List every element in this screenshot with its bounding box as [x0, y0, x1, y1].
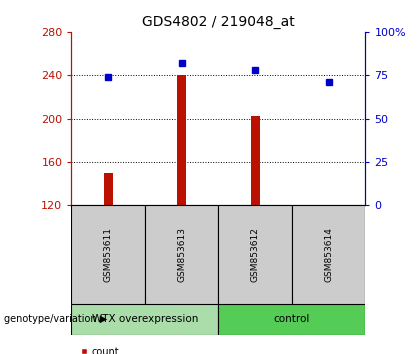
Legend: count, percentile rank within the sample: count, percentile rank within the sample	[76, 343, 261, 354]
Bar	[251, 116, 260, 205]
Text: GSM853614: GSM853614	[324, 227, 333, 282]
Bar	[145, 205, 218, 304]
Bar	[71, 205, 145, 304]
Text: GSM853613: GSM853613	[177, 227, 186, 282]
Bar	[218, 205, 292, 304]
Text: control: control	[274, 314, 310, 325]
Bar	[177, 75, 186, 205]
Bar	[104, 173, 113, 205]
Bar	[292, 205, 365, 304]
Title: GDS4802 / 219048_at: GDS4802 / 219048_at	[142, 16, 295, 29]
Text: WTX overexpression: WTX overexpression	[92, 314, 198, 325]
Text: GSM853611: GSM853611	[104, 227, 113, 282]
Bar	[218, 304, 365, 335]
Text: genotype/variation ▶: genotype/variation ▶	[4, 314, 108, 325]
Text: GSM853612: GSM853612	[251, 227, 260, 282]
Bar	[71, 304, 218, 335]
